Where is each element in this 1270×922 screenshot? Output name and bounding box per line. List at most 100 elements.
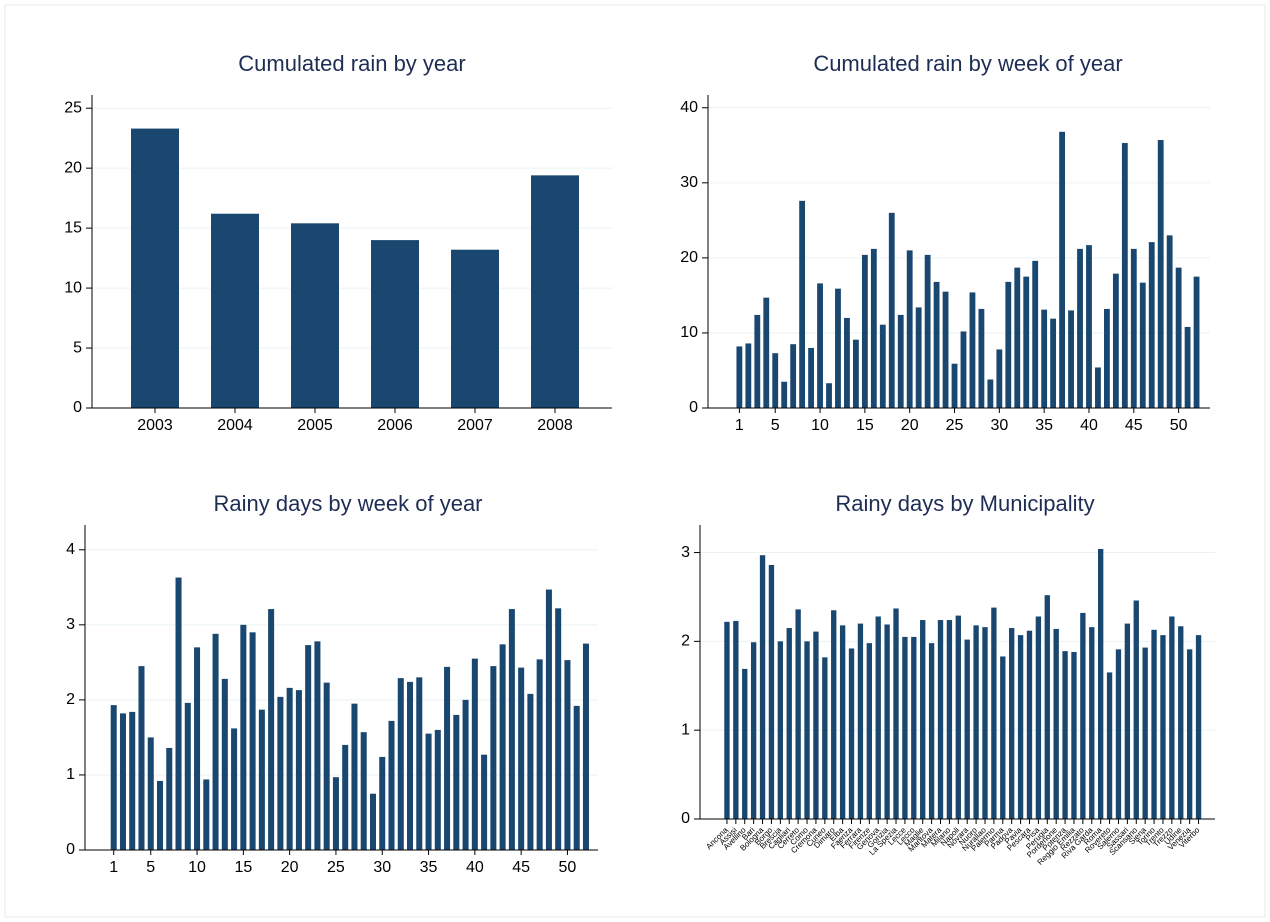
bar (1086, 245, 1092, 408)
bar (434, 729, 441, 850)
bar (508, 609, 515, 850)
bar (1184, 326, 1191, 408)
x-tick-label: 45 (1125, 417, 1143, 434)
x-tick-label: 2003 (137, 417, 173, 434)
bar (1124, 623, 1131, 819)
x-tick-label: 20 (281, 859, 299, 876)
x-tick-label: 2004 (217, 417, 253, 434)
bar (1121, 143, 1128, 408)
bar (1068, 310, 1074, 408)
bar (1005, 281, 1012, 408)
y-tick-label: 0 (689, 399, 698, 416)
bar (1166, 235, 1173, 408)
y-tick-label: 2 (681, 633, 690, 650)
bar (175, 577, 182, 850)
bar (490, 666, 497, 850)
bar (799, 200, 806, 408)
bar (203, 779, 210, 850)
y-tick-label: 2 (66, 691, 75, 708)
bar (822, 657, 828, 819)
bar (211, 213, 259, 408)
bar (407, 681, 414, 850)
bar (240, 624, 247, 850)
bar (1142, 647, 1148, 819)
x-tick-label: 2007 (457, 417, 493, 434)
x-tick-label: 5 (146, 859, 155, 876)
bar (1017, 635, 1024, 819)
bar (951, 363, 958, 408)
bar (879, 324, 886, 408)
bar (982, 627, 988, 819)
y-tick-label: 0 (66, 841, 75, 858)
bar (786, 628, 792, 819)
bar (277, 696, 284, 850)
bar (518, 667, 525, 850)
y-tick-label: 40 (680, 99, 698, 116)
bar (416, 677, 423, 850)
bar (1151, 629, 1157, 819)
bar (1103, 308, 1110, 408)
bar (750, 642, 757, 819)
y-tick-label: 1 (681, 721, 690, 738)
y-tick-label: 10 (680, 324, 698, 341)
bar (1071, 652, 1077, 819)
bar (1115, 649, 1122, 819)
bar (351, 703, 358, 850)
bar (1139, 282, 1146, 408)
chart-title: Rainy days by Municipality (835, 491, 1094, 516)
bar (1193, 276, 1200, 408)
y-tick-label: 0 (681, 810, 690, 827)
bar (221, 678, 228, 850)
bar (1041, 309, 1048, 408)
bar (759, 555, 766, 819)
bar (1106, 672, 1113, 819)
bar (258, 709, 265, 850)
bar (1130, 248, 1137, 408)
bar (156, 780, 164, 850)
bar (937, 620, 944, 819)
bar (555, 608, 562, 850)
bar (1112, 273, 1119, 408)
x-tick-label: 35 (420, 859, 438, 876)
y-tick-label: 5 (73, 339, 82, 356)
bar (1148, 242, 1155, 408)
x-tick-label: 25 (327, 859, 345, 876)
bar (323, 682, 330, 850)
y-tick-label: 20 (64, 159, 82, 176)
bar (582, 643, 589, 850)
chart-title: Cumulated rain by year (238, 51, 465, 76)
bar (852, 339, 859, 408)
bar (1095, 367, 1101, 408)
bar (531, 175, 579, 408)
bar (1014, 267, 1021, 408)
x-tick-label: 1 (109, 859, 118, 876)
bar (960, 331, 967, 408)
x-tick-label: 5 (771, 417, 780, 434)
bar (481, 754, 488, 850)
bar (231, 728, 238, 850)
chart-title: Rainy days by week of year (213, 491, 482, 516)
x-tick-label: 20 (901, 417, 919, 434)
bar (772, 353, 779, 408)
bar (987, 379, 994, 408)
bar (305, 645, 312, 850)
bar (1000, 656, 1006, 819)
bar (314, 641, 321, 850)
bar (184, 702, 191, 850)
bar (1035, 616, 1042, 819)
bar (1050, 318, 1057, 408)
bar (388, 720, 395, 850)
bar (453, 714, 460, 850)
bar (1186, 649, 1193, 819)
bar (499, 644, 506, 850)
bar (1133, 600, 1139, 819)
bar (763, 297, 770, 408)
bar (897, 314, 904, 408)
bar (973, 625, 979, 819)
bar (573, 705, 580, 850)
bar (736, 346, 743, 408)
bar (1157, 140, 1164, 409)
bar (978, 308, 985, 408)
bar (844, 317, 850, 408)
